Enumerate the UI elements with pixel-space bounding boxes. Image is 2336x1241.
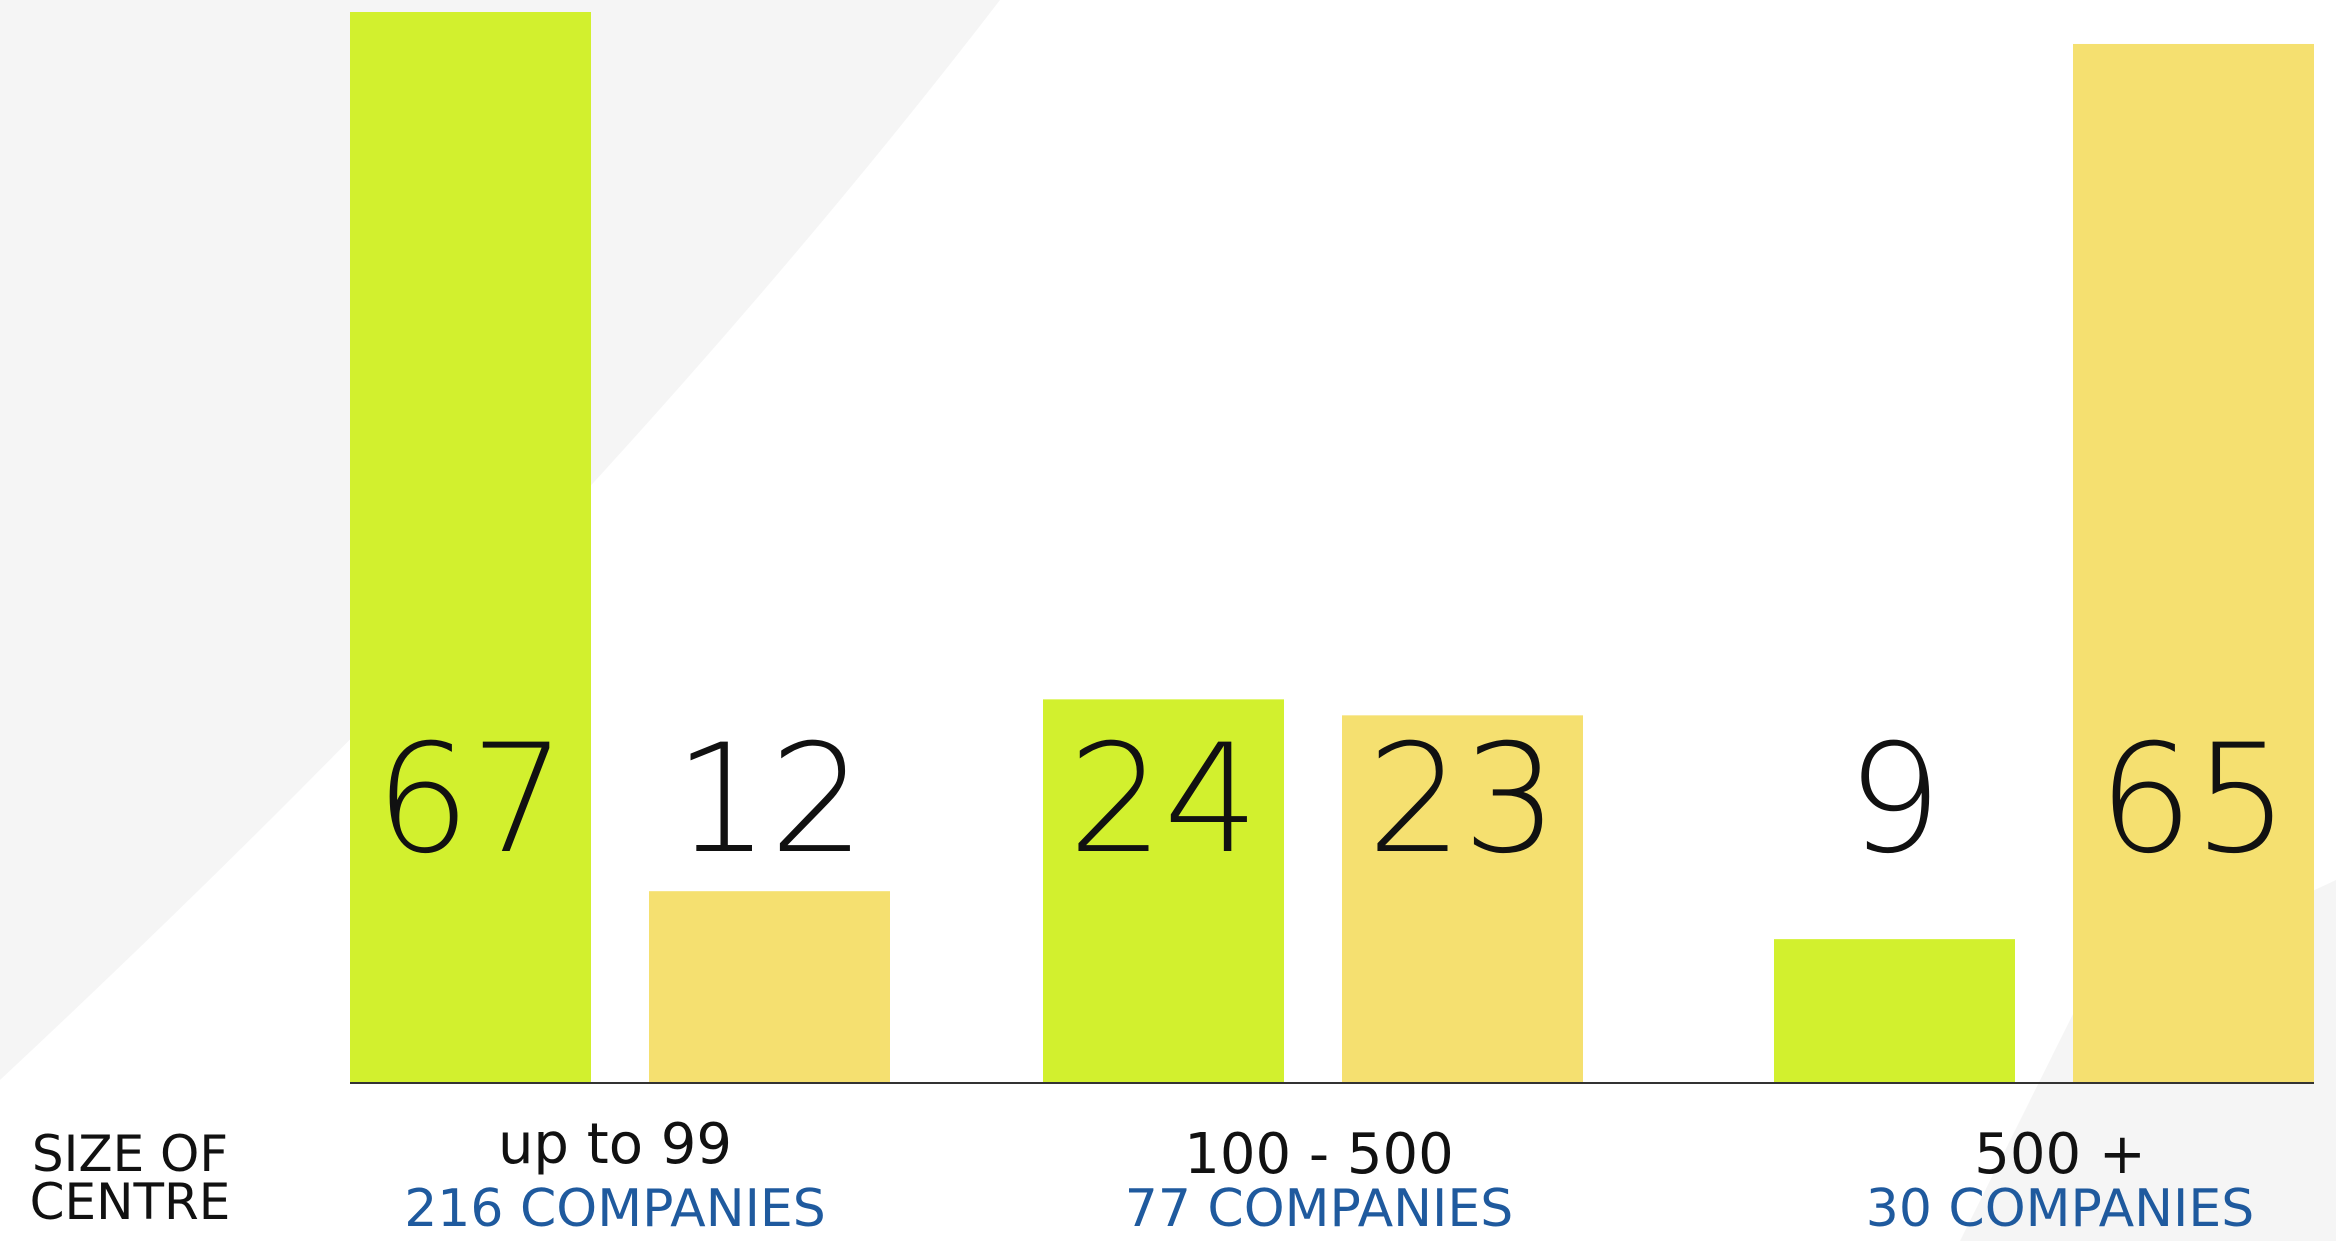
value-label: 65	[2098, 713, 2289, 887]
x-tick-sublabel: 77 COMPANIES	[1125, 1179, 1514, 1239]
value-label: 9	[1847, 713, 1942, 887]
bar	[350, 12, 591, 1083]
value-label: 67	[375, 713, 566, 887]
x-tick-sublabel: 216 COMPANIES	[404, 1179, 826, 1239]
x-tick-label: up to 99	[498, 1112, 732, 1177]
x-axis-label: SIZE OF CENTRE	[29, 1125, 231, 1231]
x-tick-label: 500 +	[1974, 1122, 2146, 1187]
value-label: 23	[1367, 713, 1558, 887]
x-tick-sublabel: 30 COMPANIES	[1866, 1179, 2255, 1239]
value-label: 12	[674, 713, 865, 887]
value-label: 24	[1068, 713, 1259, 887]
bar	[1774, 939, 2015, 1083]
bar	[2073, 43, 2314, 1084]
x-tick-label: 100 - 500	[1184, 1122, 1454, 1187]
bar	[649, 891, 890, 1083]
bar	[1043, 699, 1284, 1083]
bar	[1342, 715, 1583, 1083]
